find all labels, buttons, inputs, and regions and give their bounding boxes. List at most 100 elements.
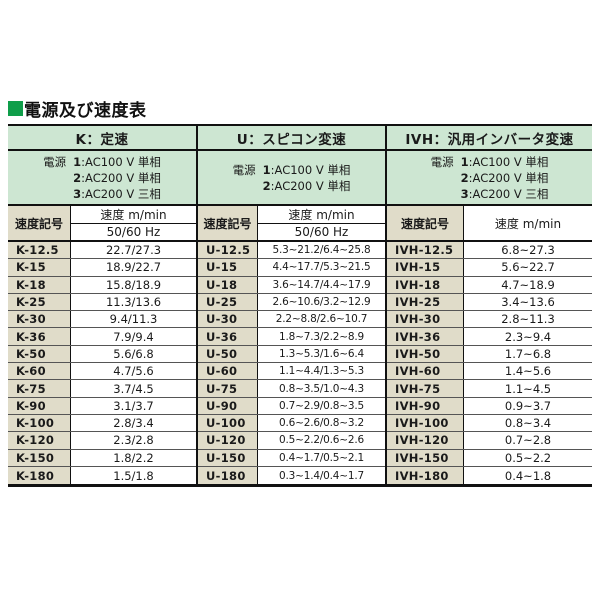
power-prefix [431,186,461,202]
speed-value-cell: 0.4~1.8 [464,466,592,485]
speed-symbol-cell: IVH-36 [387,328,464,345]
power-prefix: 電源 [232,162,256,177]
speed-symbol-cell: K-12.5 [8,242,71,259]
table-row: U-120 0.5~2.2/0.6~2.6 [198,432,385,450]
column-header-K: 速度記号 速度 m/min 50/60 Hz [8,206,196,242]
power-lines: 電源 1:AC100 V 単相 2:AC200 V 単相 3:AC200 V 三相 [43,154,161,202]
speed-value-cell: 0.7~2.9/0.8~3.5 [258,397,385,414]
power-prefix: 電源 [430,154,454,169]
power-number: 1 [262,162,271,177]
power-line: 2:AC200 V 単相 [431,170,549,186]
speed-value-cell: 1.7~6.8 [464,345,592,363]
table-row: K-30 9.4/11.3 [8,311,196,329]
power-prefix [43,170,73,186]
table-row: K-36 7.9/9.4 [8,328,196,346]
table-row: U-25 2.6~10.6/3.2~12.9 [198,293,385,312]
table-row: K-120 2.3/2.8 [8,432,196,450]
col-header-speed-sub: 50/60 Hz [71,223,196,240]
power-lines: 電源 1:AC100 V 単相 2:AC200 V 単相 3:AC200 V 三相 [431,154,549,202]
speed-symbol-cell: K-180 [8,466,71,485]
power-value: :AC200 V 単相 [270,178,351,193]
table-row: K-90 3.1/3.7 [8,397,196,415]
power-number: 1 [460,154,469,169]
speed-symbol-cell: IVH-90 [387,397,464,414]
table-row: IVH-60 1.4~5.6 [387,363,592,381]
speed-value-cell: 15.8/18.9 [71,276,196,293]
speed-value-cell: 1.8/2.2 [71,449,196,466]
table-row: IVH-180 0.4~1.8 [387,466,592,485]
speed-value-cell: 2.3/2.8 [71,432,196,449]
power-value: :AC100 V 単相 [270,162,351,177]
speed-value-cell: 11.3/13.6 [71,293,196,311]
speed-value-cell: 0.8~3.5/1.0~4.3 [258,380,385,397]
speed-symbol-cell: IVH-75 [387,380,464,397]
page-title-text: 電源及び速度表 [24,100,147,121]
power-line: 電源 1:AC100 V 単相 [431,154,549,170]
speed-symbol-cell: U-90 [198,397,258,414]
power-speed-table: K：定速 電源 1:AC100 V 単相 2:AC200 V 単相 3:AC200 V … [8,124,592,488]
col-header-symbol: 速度記号 [198,206,258,240]
speed-value-cell: 3.1/3.7 [71,397,196,414]
speed-symbol-cell: K-150 [8,449,71,466]
table-row: IVH-90 0.9~3.7 [387,397,592,415]
speed-value-cell: 3.7/4.5 [71,380,196,397]
table-row: IVH-50 1.7~6.8 [387,345,592,364]
power-number: 2 [262,178,271,193]
speed-value-cell: 1.1~4.4/1.3~5.3 [258,363,385,380]
table-row: U-30 2.2~8.8/2.6~10.7 [198,311,385,329]
table-row: U-75 0.8~3.5/1.0~4.3 [198,380,385,398]
power-prefix [431,170,461,186]
speed-value-cell: 2.3~9.4 [464,328,592,345]
speed-value-cell: 0.9~3.7 [464,397,592,414]
table-row: K-60 4.7/5.6 [8,363,196,381]
table-row: U-60 1.1~4.4/1.3~5.3 [198,363,385,381]
power-lines: 電源 1:AC100 V 単相 2:AC200 V 単相 [233,162,351,194]
speed-symbol-cell: IVH-30 [387,311,464,328]
column-header-U: 速度記号 速度 m/min 50/60 Hz [198,206,385,242]
speed-value-cell: 3.6~14.7/4.4~17.9 [258,276,385,293]
speed-value-cell: 0.5~2.2/0.6~2.6 [258,432,385,449]
table-row: IVH-100 0.8~3.4 [387,414,592,433]
section-header-U: U：スピコン変速 [198,126,385,151]
speed-symbol-cell: K-100 [8,414,71,432]
speed-symbol-cell: U-100 [198,414,258,432]
speed-value-cell: 0.5~2.2 [464,449,592,466]
speed-symbol-cell: K-30 [8,311,71,328]
table-row: K-150 1.8/2.2 [8,449,196,467]
table-row: U-15 4.4~17.7/5.3~21.5 [198,259,385,277]
power-number: 3 [460,186,469,201]
power-line: 2:AC200 V 単相 [43,170,161,186]
speed-value-cell: 6.8~27.3 [464,242,592,259]
power-value: :AC100 V 単相 [468,154,549,169]
speed-value-cell: 0.3~1.4/0.4~1.7 [258,466,385,485]
power-supply-K: 電源 1:AC100 V 単相 2:AC200 V 単相 3:AC200 V 三相 [8,151,196,206]
table-row: IVH-12.5 6.8~27.3 [387,242,592,260]
power-number: 2 [460,170,469,185]
speed-value-cell: 1.5/1.8 [71,466,196,485]
speed-value-cell: 4.7~18.9 [464,276,592,293]
power-line: 電源 1:AC100 V 単相 [43,154,161,170]
power-prefix [43,186,73,202]
power-number: 3 [73,186,82,201]
speed-symbol-cell: K-50 [8,345,71,363]
speed-value-cell: 1.8~7.3/2.2~8.9 [258,328,385,345]
speed-symbol-cell: K-120 [8,432,71,449]
speed-symbol-cell: K-18 [8,276,71,293]
speed-symbol-cell: IVH-12.5 [387,242,464,259]
speed-symbol-cell: K-75 [8,380,71,397]
col-header-speed: 速度 m/min [464,206,592,240]
speed-symbol-cell: IVH-150 [387,449,464,466]
speed-value-cell: 3.4~13.6 [464,293,592,311]
table-row: U-12.5 5.3~21.2/6.4~25.8 [198,242,385,260]
speed-value-cell: 4.7/5.6 [71,363,196,380]
speed-symbol-cell: U-15 [198,259,258,276]
speed-symbol-cell: U-150 [198,449,258,466]
speed-value-cell: 2.8~11.3 [464,311,592,328]
speed-symbol-cell: U-25 [198,293,258,311]
table-row: IVH-36 2.3~9.4 [387,328,592,346]
speed-value-cell: 1.4~5.6 [464,363,592,380]
col-header-speed-label: 速度 m/min [494,216,562,231]
power-number: 2 [73,170,82,185]
col-header-symbol: 速度記号 [387,206,464,240]
